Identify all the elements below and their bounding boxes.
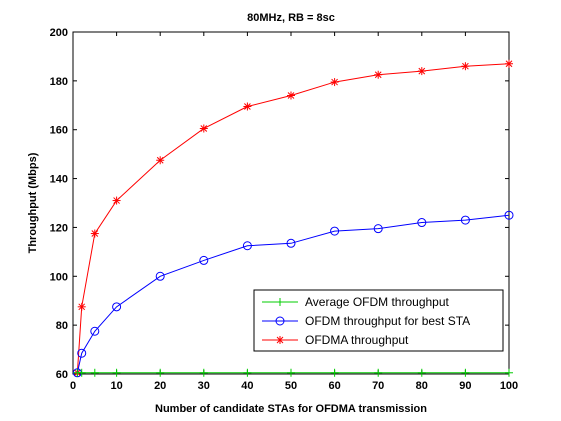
data-point-1-5: [199, 255, 209, 265]
x-tick-label: 40: [241, 380, 253, 392]
data-point-0-7: [287, 368, 295, 377]
data-point-1-12: [504, 210, 514, 220]
data-point-1-6: [242, 241, 252, 251]
data-point-1-10: [417, 218, 427, 228]
x-axis-title: Number of candidate STAs for OFDMA trans…: [155, 403, 427, 415]
legend-marker-0: [276, 298, 284, 306]
y-tick-label: 200: [50, 27, 68, 39]
data-point-1-1: [77, 348, 87, 358]
data-point-0-6: [243, 368, 252, 377]
data-point-0-1: [77, 368, 86, 377]
data-point-2-8: [330, 78, 339, 87]
data-point-1-11: [460, 215, 470, 225]
data-point-0-10: [417, 368, 426, 377]
y-tick-label: 120: [50, 222, 68, 234]
x-tick-label: 80: [416, 380, 428, 392]
y-tick-label: 140: [50, 174, 68, 186]
data-point-2-2: [90, 229, 99, 238]
legend-marker-2: [276, 336, 284, 344]
x-tick-label: 50: [285, 380, 297, 392]
x-tick-label: 30: [198, 380, 210, 392]
data-point-0-5: [199, 368, 208, 377]
y-tick-label: 160: [50, 125, 68, 137]
x-tick-label: 0: [70, 380, 76, 392]
data-point-0-8: [330, 368, 339, 377]
x-tick-label: 10: [110, 380, 122, 392]
data-point-2-9: [374, 70, 383, 79]
data-point-2-4: [156, 156, 165, 165]
data-point-2-11: [461, 62, 470, 71]
data-point-1-7: [286, 238, 296, 248]
series-layer: [72, 59, 514, 378]
data-point-0-9: [374, 368, 383, 377]
legend-marker-1: [275, 316, 285, 326]
data-point-0-11: [461, 368, 470, 377]
data-point-1-3: [112, 302, 122, 312]
y-axis-title: Throughput (Mbps): [27, 152, 39, 253]
x-tick-label: 90: [459, 380, 471, 392]
data-point-2-12: [505, 59, 513, 68]
data-point-1-8: [330, 226, 340, 236]
data-point-0-12: [505, 368, 513, 377]
x-tick-label: 20: [154, 380, 166, 392]
data-point-0-2: [90, 368, 99, 377]
y-tick-label: 180: [50, 76, 68, 88]
y-axis-ticks: 60 80 100 120 140 160 180 200: [50, 27, 509, 381]
y-tick-label: 100: [50, 271, 68, 283]
series-line-1: [76, 214, 510, 373]
data-point-0-4: [156, 368, 165, 377]
legend-label-2: OFDMA throughput: [305, 333, 409, 347]
legend: Average OFDM throughput OFDM throughput f…: [253, 289, 504, 352]
data-point-0-3: [112, 368, 121, 377]
data-point-2-1: [77, 302, 86, 311]
legend-label-1: OFDM throughput for best STA: [305, 314, 470, 328]
data-point-2-5: [199, 124, 208, 133]
y-tick-label: 60: [56, 369, 68, 381]
data-point-2-7: [287, 91, 295, 100]
data-point-2-10: [417, 67, 426, 76]
data-point-2-3: [112, 196, 121, 205]
legend-label-0: Average OFDM throughput: [305, 295, 450, 309]
x-tick-label: 60: [328, 380, 340, 392]
x-tick-label: 70: [372, 380, 384, 392]
x-axis-ticks: 0 10 20 30 40 50 60 70 80 90 100: [70, 32, 518, 392]
data-point-2-6: [243, 102, 252, 111]
data-point-1-9: [373, 224, 383, 234]
data-point-1-4: [155, 271, 165, 281]
x-tick-label: 100: [500, 380, 518, 392]
y-tick-label: 80: [56, 320, 68, 332]
data-point-1-2: [90, 326, 100, 336]
chart-title: 80MHz, RB = 8sc: [247, 12, 335, 24]
